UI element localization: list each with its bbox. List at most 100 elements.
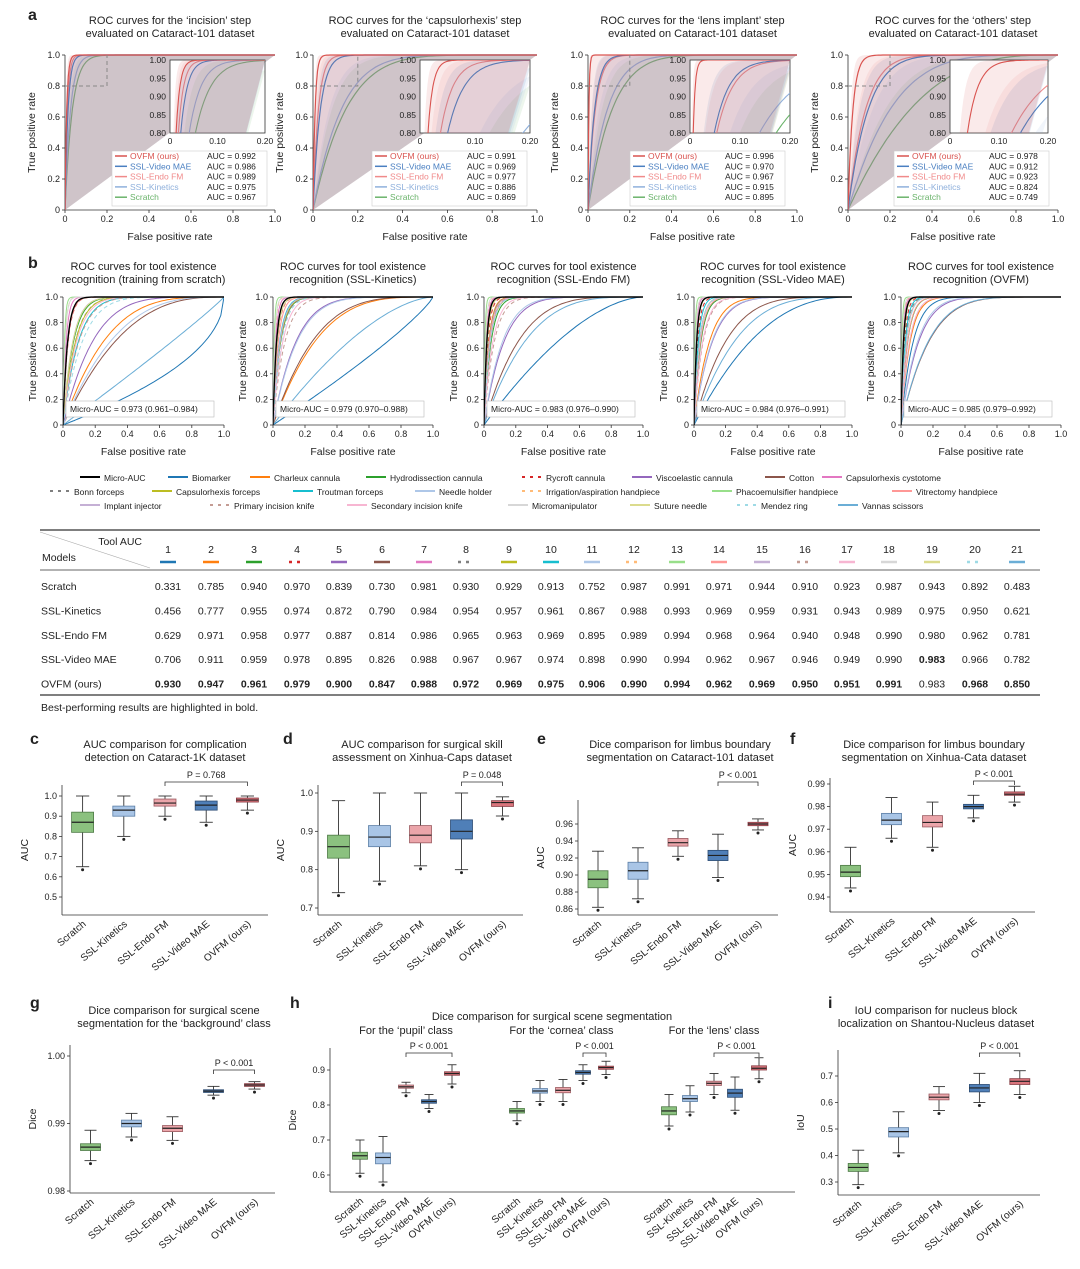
chart-title: Dice comparison for limbus boundary	[843, 739, 1025, 751]
outlier-point	[337, 894, 340, 898]
table-cell: 0.971	[198, 630, 224, 642]
table-cell: 0.895	[579, 630, 605, 642]
legend-label: SSL-Kinetics	[648, 182, 697, 192]
x-tick-label: 0	[691, 429, 696, 439]
legend-label: SSL-Endo FM	[130, 172, 183, 182]
inset-band	[435, 60, 530, 133]
table-cell: 0.456	[155, 605, 181, 617]
x-tick-label: 0.4	[959, 429, 972, 439]
p-value-label: P < 0.001	[980, 1041, 1019, 1051]
legend-box	[111, 150, 268, 207]
chart-title: evaluated on Cataract-101 dataset	[86, 28, 255, 40]
inset-curve-ovfm-ours-	[175, 60, 265, 133]
y-axis-label: True positive rate	[237, 320, 249, 401]
inset-curve-ssl-video-mae	[180, 60, 265, 133]
table-cell: 0.988	[411, 679, 437, 691]
inset-y-tick-label: 0.95	[929, 73, 946, 83]
micro-auc-box	[486, 400, 636, 418]
table-cell: 0.892	[962, 581, 988, 593]
table-column-header: 17	[841, 544, 853, 556]
chart-title: ROC curves for the ‘capsulorhexis’ step	[329, 15, 522, 27]
x-tick-label: 0.8	[749, 214, 762, 224]
y-tick-label: 0.4	[676, 369, 689, 379]
box-scratch	[71, 795, 94, 872]
table-column-header: 14	[713, 544, 725, 556]
table-corner-diagonal	[39, 531, 151, 569]
x-tick-label: 0.8	[1010, 214, 1023, 224]
legend-label: Scratch	[390, 192, 419, 202]
table-cell: 0.931	[792, 605, 818, 617]
x-tick-label: 0.4	[396, 214, 409, 224]
x-tick-label: 0.8	[486, 214, 499, 224]
outlier-point	[404, 1094, 408, 1098]
table-column-header: 19	[926, 544, 938, 556]
y-tick-label: 0.92	[555, 853, 573, 863]
table-cell: 0.970	[284, 581, 310, 593]
table-cell: 0.948	[834, 630, 860, 642]
legend-label: SSL-Video MAE	[390, 161, 452, 171]
box-ssl-video-mae	[707, 833, 729, 883]
table-cell: 0.994	[664, 679, 690, 691]
y-tick-label: 0	[838, 205, 843, 215]
outlier-point	[204, 823, 208, 827]
x-tick-label: 0.2	[510, 429, 523, 439]
y-axis-label: True positive rate	[274, 92, 286, 173]
y-tick-label: 0.4	[45, 369, 58, 379]
y-tick-label: 0.8	[255, 318, 268, 328]
y-tick-label: 0.6	[312, 1170, 325, 1180]
micro-auc-box	[275, 400, 425, 418]
x-tick-label: 0.2	[299, 429, 312, 439]
legend-auc: AUC = 0.915	[725, 182, 774, 192]
y-axis-label: AUC	[19, 838, 31, 861]
table-cell: 0.990	[621, 679, 647, 691]
legend-label: SSL-Endo FM	[390, 172, 443, 182]
inset-curve-ssl-kinetics	[950, 188, 1048, 425]
inset-y-tick-label: 0.90	[399, 92, 416, 102]
inset-curve-ssl-endo-fm	[177, 60, 265, 133]
y-tick-label: 0.4	[820, 1151, 833, 1161]
y-tick-label: 0	[53, 420, 58, 430]
inset-y-tick-label: 0.95	[669, 73, 686, 83]
legend-box	[629, 150, 786, 207]
inset-band	[489, 85, 530, 133]
legend-label: OVFM (ours)	[912, 151, 961, 161]
inset-x-tick-label: 0.20	[1040, 136, 1057, 146]
inset-y-tick-label: 0.85	[669, 110, 686, 120]
table-cell: 0.990	[876, 654, 902, 666]
x-tick-label: 0.6	[363, 429, 376, 439]
table-cell: 0.990	[621, 654, 647, 666]
legend-auc: AUC = 0.824	[989, 182, 1038, 192]
category-label: Scratch	[55, 919, 88, 949]
inset-band	[703, 60, 790, 133]
x-tick-label: 0.2	[624, 214, 637, 224]
category-label: Scratch	[831, 1199, 864, 1229]
table-cell: 0.965	[453, 630, 479, 642]
table-cell: 0.989	[876, 605, 902, 617]
inset-y-tick-label: 0.95	[399, 73, 416, 83]
inset-x-tick-label: 0	[168, 136, 173, 146]
legend-label-troutman-forceps: Troutman forceps	[317, 487, 383, 497]
significance-bracket	[973, 780, 1015, 785]
panel-letter: e	[537, 731, 546, 748]
box-ssl-kinetics	[112, 795, 136, 841]
box-scratch	[661, 1094, 677, 1131]
x-axis-label: False positive rate	[730, 446, 815, 458]
table-column-header: 3	[251, 544, 257, 556]
roc-curve-ovfm-ours-	[313, 54, 537, 210]
inset-x-tick-label: 0	[688, 136, 693, 146]
table-column-header: 18	[883, 544, 895, 556]
legend-label-cotton: Cotton	[789, 473, 814, 483]
y-tick-label: 0.2	[47, 174, 60, 184]
category-label: Scratch	[311, 919, 344, 949]
outlier-point	[733, 1111, 737, 1115]
table-cell: 0.752	[579, 581, 605, 593]
table-cell: 0.781	[1004, 630, 1030, 642]
box-ssl-endo-fm	[928, 1086, 950, 1115]
inset-band	[173, 60, 265, 133]
micro-auc-box	[65, 400, 215, 418]
y-tick-label: 0.8	[676, 318, 689, 328]
box-iqr	[888, 1127, 909, 1138]
y-tick-label: 0.6	[676, 343, 689, 353]
table-cell: 0.898	[579, 654, 605, 666]
